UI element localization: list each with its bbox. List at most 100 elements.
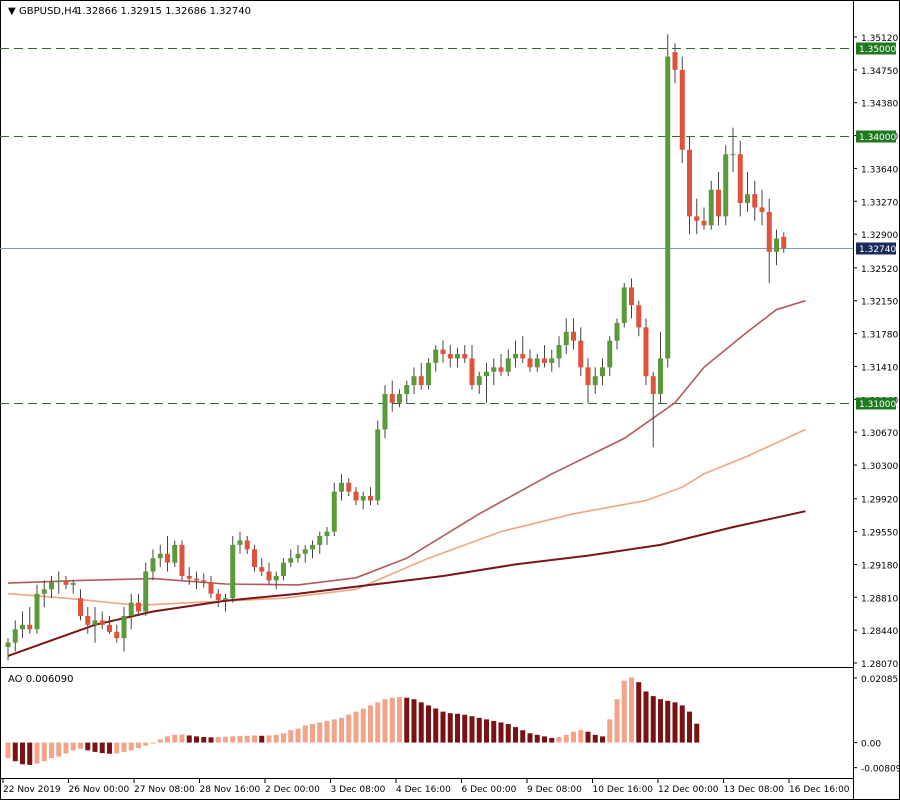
candle-body — [426, 363, 431, 385]
ao-bar — [165, 736, 170, 742]
candle-body — [361, 496, 366, 500]
ao-bar — [339, 718, 344, 743]
candle-body — [499, 367, 504, 371]
candle-body — [571, 332, 576, 341]
time-tick-label: 27 Nov 08:00 — [134, 785, 195, 795]
candle-body — [709, 190, 714, 226]
candle-body — [636, 305, 641, 327]
ao-bar — [332, 719, 337, 742]
candle-body — [383, 394, 388, 430]
candle-body — [607, 341, 612, 368]
ao-bar — [593, 735, 598, 743]
candle-body — [27, 625, 32, 629]
candle-body — [49, 582, 54, 589]
ao-bar — [578, 730, 583, 742]
candle-body — [557, 345, 562, 358]
candle-body — [310, 545, 315, 549]
candle-body — [93, 620, 98, 624]
time-tick-label: 4 Dec 16:00 — [396, 785, 451, 795]
candle-body — [274, 576, 279, 580]
ao-bar — [412, 699, 417, 742]
candle-body — [441, 350, 446, 354]
candle-body — [397, 394, 402, 403]
candle-body — [506, 358, 511, 371]
candle-body — [622, 287, 627, 323]
ao-bar — [491, 721, 496, 743]
candle-body — [375, 429, 380, 500]
candle-body — [107, 625, 112, 632]
time-tick-label: 10 Dec 16:00 — [593, 785, 654, 795]
time-tick-label: 22 Nov 2019 — [3, 785, 61, 795]
ao-bar — [419, 702, 424, 742]
ao-bar — [281, 733, 286, 742]
ao-bar — [361, 709, 366, 743]
ao-tick-label: -0.008095 — [861, 765, 900, 775]
ao-bar — [549, 738, 554, 743]
candle-body — [288, 558, 293, 562]
ao-bar — [542, 736, 547, 742]
candle-body — [629, 287, 634, 305]
ao-bar — [310, 724, 315, 743]
price-tick-label: 1.29550 — [861, 529, 898, 539]
candle-body — [462, 354, 467, 358]
candle-body — [42, 589, 47, 593]
candle-body — [716, 190, 721, 217]
candle-body — [694, 216, 699, 220]
ao-bar — [354, 712, 359, 743]
candle-body — [658, 358, 663, 394]
candle-body — [303, 549, 308, 553]
price-tick-label: 1.33640 — [861, 165, 898, 175]
ao-bar — [6, 743, 11, 758]
candle-body — [390, 394, 395, 403]
candle-body — [767, 212, 772, 252]
ao-bar — [433, 709, 438, 743]
ao-bar — [636, 682, 641, 742]
ao-bar — [571, 732, 576, 743]
ao-bar — [296, 729, 301, 743]
ao-bar — [194, 736, 199, 742]
ao-bar — [557, 737, 562, 743]
time-tick-label: 3 Dec 08:00 — [331, 785, 386, 795]
candle-body — [35, 594, 40, 630]
price-tick-label: 1.31410 — [861, 363, 898, 373]
candle-body — [354, 492, 359, 501]
candle-body — [143, 572, 148, 612]
candle-body — [346, 483, 351, 492]
ao-bar — [506, 724, 511, 743]
candle-body — [615, 323, 620, 341]
candle-body — [593, 376, 598, 385]
ao-bar — [644, 691, 649, 742]
ao-bar — [441, 712, 446, 743]
ao-bar — [629, 678, 634, 743]
candle-body — [187, 576, 192, 579]
ao-bar — [680, 705, 685, 742]
candle-body — [484, 372, 489, 376]
price-tick-label: 1.28070 — [861, 660, 898, 670]
candle-body — [542, 358, 547, 362]
ao-bar — [13, 743, 18, 762]
candle-body — [564, 332, 569, 345]
ao-bar — [93, 743, 98, 752]
candle-body — [644, 327, 649, 376]
ao-tick-label: 0.020851 — [861, 675, 900, 685]
ao-bar — [216, 737, 221, 743]
header-arrow-icon[interactable]: ▼ — [8, 6, 16, 17]
ao-bar — [151, 743, 156, 744]
candle-body — [368, 496, 373, 500]
ao-bar — [49, 743, 54, 758]
candle-body — [114, 632, 119, 638]
candle-body — [71, 583, 76, 585]
ao-bar — [114, 743, 119, 754]
ao-bar — [20, 743, 25, 765]
ao-bar — [499, 722, 504, 742]
ao-bar — [586, 732, 591, 743]
candle-body — [100, 620, 105, 624]
candle-body — [760, 207, 765, 211]
current-price-label: 1.32740 — [859, 245, 896, 255]
candle-body — [528, 358, 533, 367]
level-tag-label: 1.31000 — [859, 400, 896, 410]
candle-body — [325, 532, 330, 536]
ao-bar — [383, 699, 388, 742]
ao-bar — [122, 743, 127, 752]
